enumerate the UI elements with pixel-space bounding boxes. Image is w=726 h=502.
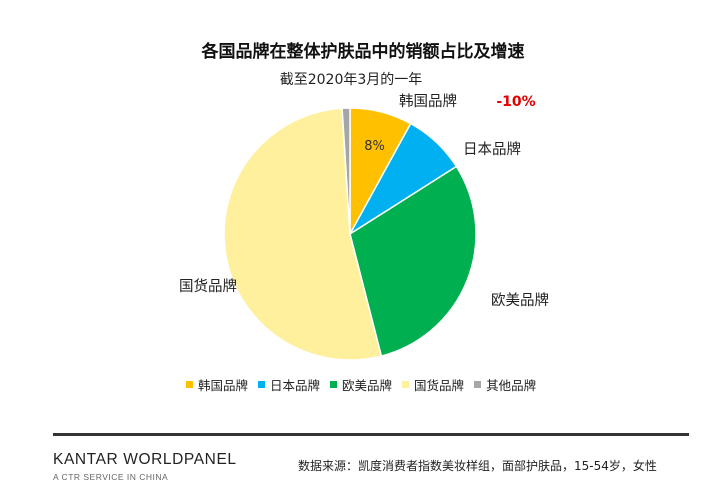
chart-title: 各国品牌在整体护肤品中的销额占比及增速 <box>201 42 525 62</box>
pie-slice-western-brands <box>349 165 477 357</box>
legend-label-other-brands: 其他品牌 <box>486 377 537 393</box>
legend-item-japanese-brands: 日本品牌 <box>258 375 320 394</box>
legend-item-western-brands: 欧美品牌 <box>330 375 392 394</box>
pie-slice-domestic-brands <box>223 107 383 361</box>
legend: 韩国品牌 日本品牌 欧美品牌 国货品牌 其他品牌 <box>186 374 566 394</box>
data-source-note: 数据来源：凯度消费者指数美妆样组，面部护肤品，15-54岁，女性 <box>298 459 657 473</box>
kantar-logo-tagline: A CTR SERVICE IN CHINA <box>53 472 169 482</box>
category-label-domestic-brands: 国货品牌 <box>179 278 237 295</box>
legend-label-domestic-brands: 国货品牌 <box>414 377 465 393</box>
legend-swatch-korean-brands <box>186 380 193 388</box>
data-label-korean-brands: 8% <box>364 139 385 154</box>
legend-label-japanese-brands: 日本品牌 <box>270 377 321 393</box>
growth-label-korean-brands: -10% <box>496 94 535 110</box>
category-label-western-brands: 欧美品牌 <box>491 292 549 309</box>
pie-slice-other-brands <box>341 107 351 235</box>
chart-subtitle: 截至2020年3月的一年 <box>279 72 423 88</box>
legend-swatch-japanese-brands <box>258 380 266 388</box>
category-label-japanese-brands: 日本品牌 <box>463 141 521 158</box>
category-label-korean-brands: 韩国品牌 <box>399 93 457 110</box>
kantar-logo: KANTAR WORLDPANEL <box>53 451 237 468</box>
legend-swatch-domestic-brands <box>402 380 410 388</box>
legend-swatch-western-brands <box>330 380 338 388</box>
legend-label-western-brands: 欧美品牌 <box>342 377 393 393</box>
legend-item-korean-brands: 韩国品牌 <box>186 375 248 394</box>
legend-item-domestic-brands: 国货品牌 <box>402 375 464 394</box>
legend-label-korean-brands: 韩国品牌 <box>198 377 249 393</box>
legend-item-other-brands: 其他品牌 <box>474 375 536 394</box>
footer-divider <box>53 433 689 436</box>
legend-swatch-other-brands <box>474 380 482 388</box>
